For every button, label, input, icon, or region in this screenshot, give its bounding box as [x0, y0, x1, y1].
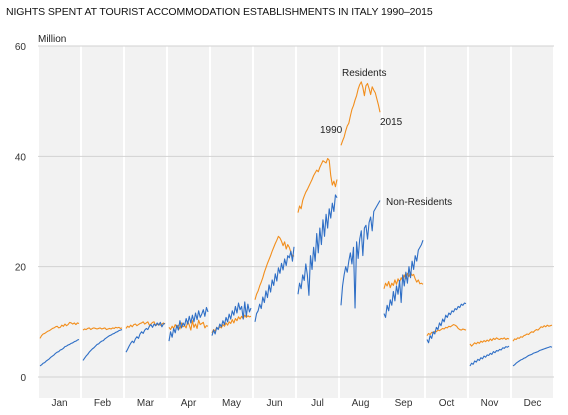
- line-non-residents-apr: [168, 306, 209, 342]
- month-band-apr: [168, 46, 209, 398]
- x-tick-apr: Apr: [181, 398, 197, 409]
- month-band-nov: [469, 46, 510, 398]
- month-band-jan: [39, 46, 80, 398]
- x-tick-mar: Mar: [137, 398, 155, 409]
- x-tick-sep: Sep: [395, 398, 413, 409]
- y-tick-labels: 0 20 40 60: [15, 42, 27, 384]
- month-band-sep: [383, 46, 424, 398]
- x-tick-jun: Jun: [266, 398, 282, 409]
- line-non-residents-aug: [340, 200, 381, 309]
- month-bands: [39, 46, 553, 398]
- chart-title: NIGHTS SPENT AT TOURIST ACCOMMODATION ES…: [6, 6, 433, 18]
- x-tick-may: May: [222, 398, 241, 409]
- y-tick-40: 40: [15, 152, 27, 163]
- line-residents-jan: [39, 321, 80, 339]
- line-non-residents-jun: [254, 246, 295, 322]
- series-label-non-residents: Non-Residents: [386, 197, 452, 208]
- y-tick-20: 20: [15, 263, 27, 274]
- annotation-start-year: 1990: [320, 125, 343, 136]
- line-non-residents-sep: [383, 240, 424, 318]
- x-tick-dec: Dec: [524, 398, 542, 409]
- series-label-residents: Residents: [342, 68, 386, 79]
- line-non-residents-dec: [512, 346, 553, 367]
- line-non-residents-feb: [82, 329, 123, 361]
- month-band-mar: [125, 46, 166, 398]
- x-month-labels: Jan Feb Mar Apr May Jun Jul Aug Sep Oct Nov Dec: [51, 398, 541, 409]
- month-band-jul: [297, 46, 338, 398]
- month-band-jun: [254, 46, 295, 398]
- line-residents-nov: [469, 337, 510, 347]
- x-tick-nov: Nov: [481, 398, 499, 409]
- x-tick-aug: Aug: [352, 398, 370, 409]
- y-tick-60: 60: [15, 42, 27, 53]
- gridlines: [38, 45, 554, 378]
- month-band-oct: [426, 46, 467, 398]
- annotation-end-year: 2015: [380, 117, 403, 128]
- line-non-residents-oct: [426, 302, 467, 344]
- line-non-residents-nov: [469, 345, 510, 367]
- x-tick-jul: Jul: [311, 398, 324, 409]
- y-axis-label: Million: [38, 34, 66, 45]
- month-band-dec: [512, 46, 553, 398]
- line-non-residents-jan: [39, 338, 80, 367]
- line-residents-dec: [512, 324, 553, 342]
- line-residents-aug: [340, 81, 381, 146]
- line-residents-jun: [254, 235, 295, 300]
- x-tick-feb: Feb: [94, 398, 112, 409]
- line-non-residents-may: [211, 301, 252, 336]
- line-non-residents-mar: [125, 321, 166, 353]
- month-band-feb: [82, 46, 123, 398]
- y-tick-0: 0: [20, 373, 26, 384]
- x-tick-oct: Oct: [439, 398, 455, 409]
- month-band-aug: [340, 46, 381, 398]
- line-residents-jul: [297, 157, 338, 213]
- line-non-residents-jul: [297, 194, 338, 296]
- x-tick-jan: Jan: [51, 398, 67, 409]
- series-lines: [39, 81, 553, 367]
- line-residents-apr: [168, 319, 209, 331]
- line-residents-feb: [82, 326, 123, 331]
- month-band-may: [211, 46, 252, 398]
